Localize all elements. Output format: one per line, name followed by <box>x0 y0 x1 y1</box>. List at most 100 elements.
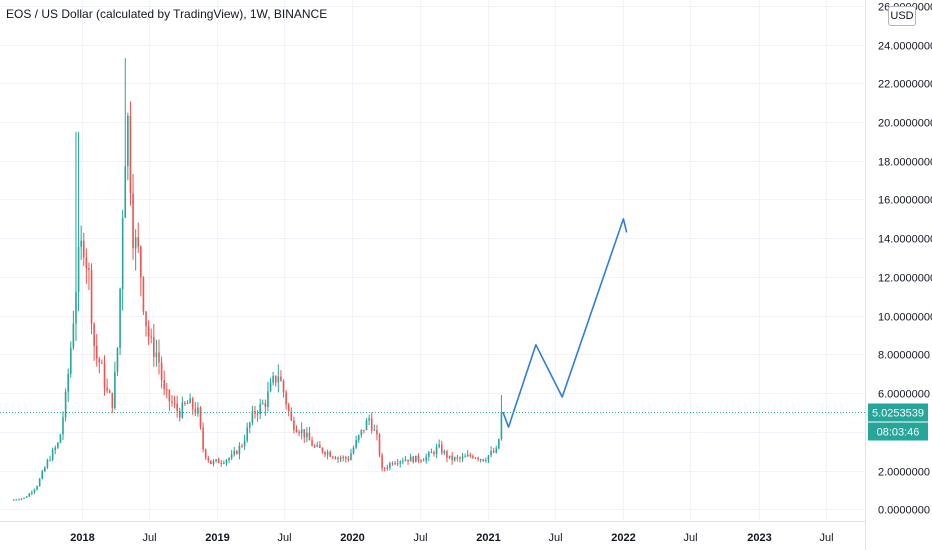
candle-body <box>199 407 202 428</box>
candle-body <box>347 458 350 460</box>
candle-body <box>412 456 415 463</box>
candle-body <box>36 486 38 490</box>
time-tick-label: 2023 <box>747 532 771 544</box>
candle-body <box>25 496 28 498</box>
candle-body <box>306 432 308 438</box>
candle-body <box>189 398 191 404</box>
candle-body <box>33 489 36 493</box>
candle-body <box>137 237 140 247</box>
candle-body <box>181 402 184 418</box>
time-tick-label: Jul <box>683 532 697 544</box>
candle-body <box>165 389 168 391</box>
candle-body <box>321 447 324 453</box>
candle-body <box>28 493 31 497</box>
candle-body <box>430 452 433 454</box>
candle-body <box>360 429 363 436</box>
candle-body <box>38 478 41 487</box>
candle-body <box>142 277 145 312</box>
candle-body <box>82 240 85 258</box>
candle-body <box>425 456 428 461</box>
candle-body <box>77 246 80 293</box>
price-tick-label: 12.0000000 <box>878 273 932 285</box>
candle-body <box>490 451 492 456</box>
candle-body <box>202 427 204 450</box>
candle-body <box>230 454 233 459</box>
candle-body <box>75 292 77 324</box>
time-tick-label: 2020 <box>340 532 364 544</box>
price-tick-label: 14.0000000 <box>878 234 932 246</box>
candle-body <box>90 269 93 324</box>
price-tick-label: 24.0000000 <box>878 41 932 53</box>
candle-body <box>363 429 365 431</box>
candle-body <box>303 429 306 438</box>
candle-body <box>101 362 103 364</box>
candle-body <box>163 380 165 390</box>
candle-body <box>482 459 485 462</box>
bar-countdown: 08:03:46 <box>877 427 920 439</box>
candle-body <box>145 311 147 327</box>
candle-body <box>389 463 391 468</box>
candle-body <box>396 463 399 465</box>
candle-body <box>264 403 267 407</box>
candle-body <box>85 257 88 269</box>
candle-body <box>272 375 274 383</box>
candle-body <box>376 429 378 435</box>
candle-body <box>160 362 163 381</box>
candle-body <box>225 459 228 463</box>
candle-body <box>316 444 319 447</box>
candle-body <box>147 326 150 337</box>
time-tick-label: 2018 <box>70 532 94 544</box>
candle-body <box>427 452 430 457</box>
candle-body <box>344 457 347 459</box>
price-axis[interactable]: 0.00000002.000000046.00000008.000000010.… <box>878 2 932 517</box>
time-tick-label: Jul <box>277 532 291 544</box>
candle-body <box>365 420 368 431</box>
candle-body <box>119 288 121 348</box>
candle-body <box>176 403 178 411</box>
chart-title: EOS / US Dollar (calculated by TradingVi… <box>6 7 328 21</box>
candle-body <box>417 455 420 461</box>
candle-body <box>479 459 482 461</box>
candle-body <box>293 420 295 430</box>
time-axis[interactable]: 2018 Jul 2019 Jul 2020 Jul 2021 Jul 2022 Jul 2023 J… <box>70 532 833 544</box>
candle-body <box>269 382 272 392</box>
time-tick-label: Jul <box>548 532 562 544</box>
candle-body <box>402 460 404 462</box>
candle-body <box>254 410 256 414</box>
candle-body <box>319 444 321 448</box>
candle-body <box>171 401 173 404</box>
candle-body <box>220 463 223 465</box>
candle-body <box>246 427 249 441</box>
candle-body <box>477 457 479 460</box>
candle-body <box>308 432 311 441</box>
candle-body <box>223 462 225 464</box>
candle-body <box>370 418 373 431</box>
candle-body <box>261 403 264 405</box>
forecast-path-line[interactable] <box>502 218 628 428</box>
candle-body <box>114 371 116 409</box>
candle-body <box>134 237 137 249</box>
candle-body <box>241 445 243 447</box>
candle-body <box>31 492 33 494</box>
candle-body <box>267 391 269 407</box>
candle-body <box>287 404 290 412</box>
candle-body <box>342 457 344 459</box>
candle-body <box>18 499 20 501</box>
currency-button[interactable]: USD <box>888 6 916 26</box>
candle-body <box>15 499 18 501</box>
chart-grid <box>0 0 865 521</box>
price-tick-label: 16.0000000 <box>878 195 932 207</box>
price-tick-label: 20.0000000 <box>878 118 932 130</box>
candle-body <box>184 402 186 404</box>
candle-body <box>352 447 355 454</box>
candle-body <box>233 450 236 455</box>
candle-body <box>111 392 114 409</box>
candle-body <box>64 391 67 418</box>
time-tick-label: 2021 <box>476 532 500 544</box>
candle-body <box>44 467 46 472</box>
candle-body <box>155 352 158 358</box>
candle-body <box>124 166 127 218</box>
candle-body <box>277 376 280 383</box>
forecast-drawing[interactable] <box>502 218 628 428</box>
